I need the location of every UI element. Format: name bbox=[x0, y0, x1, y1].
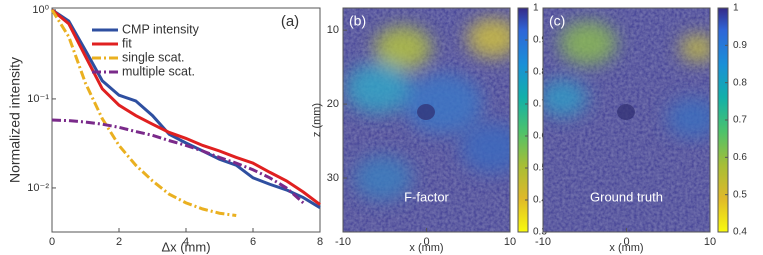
colorbar-tick-label: 0.8 bbox=[533, 67, 547, 78]
inclusion bbox=[617, 104, 635, 120]
x-tick-label: -10 bbox=[335, 236, 351, 248]
colorbar-tick-label: 0.4 bbox=[533, 195, 547, 206]
colorbar-tick-label: 0.3 bbox=[533, 227, 547, 238]
plot-frame bbox=[51, 7, 321, 233]
series-line bbox=[51, 118, 305, 204]
image-region bbox=[374, 26, 432, 70]
y-axis-label: Normalized intensity bbox=[7, 57, 23, 183]
x-tick-label: 0 bbox=[623, 236, 629, 248]
x-tick-label: 4 bbox=[183, 236, 189, 248]
x-tick-label: 8 bbox=[317, 236, 323, 248]
image-region bbox=[559, 21, 617, 65]
image-blobs bbox=[543, 21, 710, 138]
y-axis-label: z (mm) bbox=[311, 103, 323, 137]
panel-label: (a) bbox=[281, 13, 299, 30]
colorbar-tick-label: 0.5 bbox=[733, 189, 747, 200]
legend-label: CMP intensity bbox=[122, 22, 200, 36]
colorbar-tick-label: 0.6 bbox=[733, 152, 747, 163]
image-blobs bbox=[345, 18, 510, 200]
series-line bbox=[51, 8, 321, 206]
colorbar-tick-label: 0.9 bbox=[733, 40, 747, 51]
image-region bbox=[679, 34, 710, 62]
x-axis-label: x (mm) bbox=[409, 242, 443, 254]
x-axis-label: x (mm) bbox=[609, 242, 643, 254]
legend-label: multiple scat. bbox=[122, 64, 195, 78]
x-tick-label: 10 bbox=[504, 236, 516, 248]
panel-label: (c) bbox=[549, 13, 565, 29]
image-region bbox=[460, 123, 510, 173]
y-tick-label: 30 bbox=[327, 172, 339, 184]
x-tick-label: 10 bbox=[704, 236, 716, 248]
colorbar-tick-label: 0.6 bbox=[533, 131, 547, 142]
image-region bbox=[345, 63, 411, 113]
image bbox=[543, 8, 710, 232]
colorbar-tick-label: 0.5 bbox=[533, 163, 547, 174]
colorbar-tick-label: 0.9 bbox=[533, 35, 547, 46]
image bbox=[343, 8, 510, 232]
x-tick-label: 0 bbox=[49, 236, 55, 248]
legend-label: single scat. bbox=[122, 50, 185, 64]
y-tick-label: 10 bbox=[327, 24, 339, 36]
panel-caption: Ground truth bbox=[590, 189, 663, 204]
colorbar-tick-label: 0.7 bbox=[733, 115, 747, 126]
panel-caption: F-factor bbox=[404, 189, 449, 204]
colorbar-tick-label: 0.7 bbox=[533, 99, 547, 110]
panel-label: (b) bbox=[349, 13, 366, 29]
colorbar-tick-label: 1 bbox=[533, 3, 539, 14]
x-tick-label: -10 bbox=[535, 236, 551, 248]
x-tick-label: 2 bbox=[116, 236, 122, 248]
y-tick-label: 20 bbox=[327, 98, 339, 110]
image-region bbox=[354, 156, 412, 200]
legend-label: fit bbox=[122, 36, 132, 50]
image-region bbox=[467, 18, 510, 58]
image-region bbox=[404, 73, 482, 133]
colorbar-tick-label: 0.8 bbox=[733, 77, 747, 88]
series-line bbox=[50, 9, 237, 218]
colorbar-tick-label: 0.4 bbox=[733, 227, 747, 238]
x-axis-label: Δx (mm) bbox=[161, 239, 210, 254]
y-tick-label: 10⁻² bbox=[27, 182, 49, 194]
inclusion bbox=[417, 104, 435, 120]
x-tick-label: 0 bbox=[423, 236, 429, 248]
image-region bbox=[543, 80, 587, 116]
y-tick-label: 10⁻¹ bbox=[27, 93, 49, 105]
colorbar-tick-label: 1 bbox=[733, 3, 739, 14]
image-region bbox=[667, 98, 710, 138]
colorbar bbox=[517, 7, 529, 233]
x-tick-label: 6 bbox=[250, 236, 256, 248]
y-tick-label: 10⁰ bbox=[32, 4, 49, 16]
